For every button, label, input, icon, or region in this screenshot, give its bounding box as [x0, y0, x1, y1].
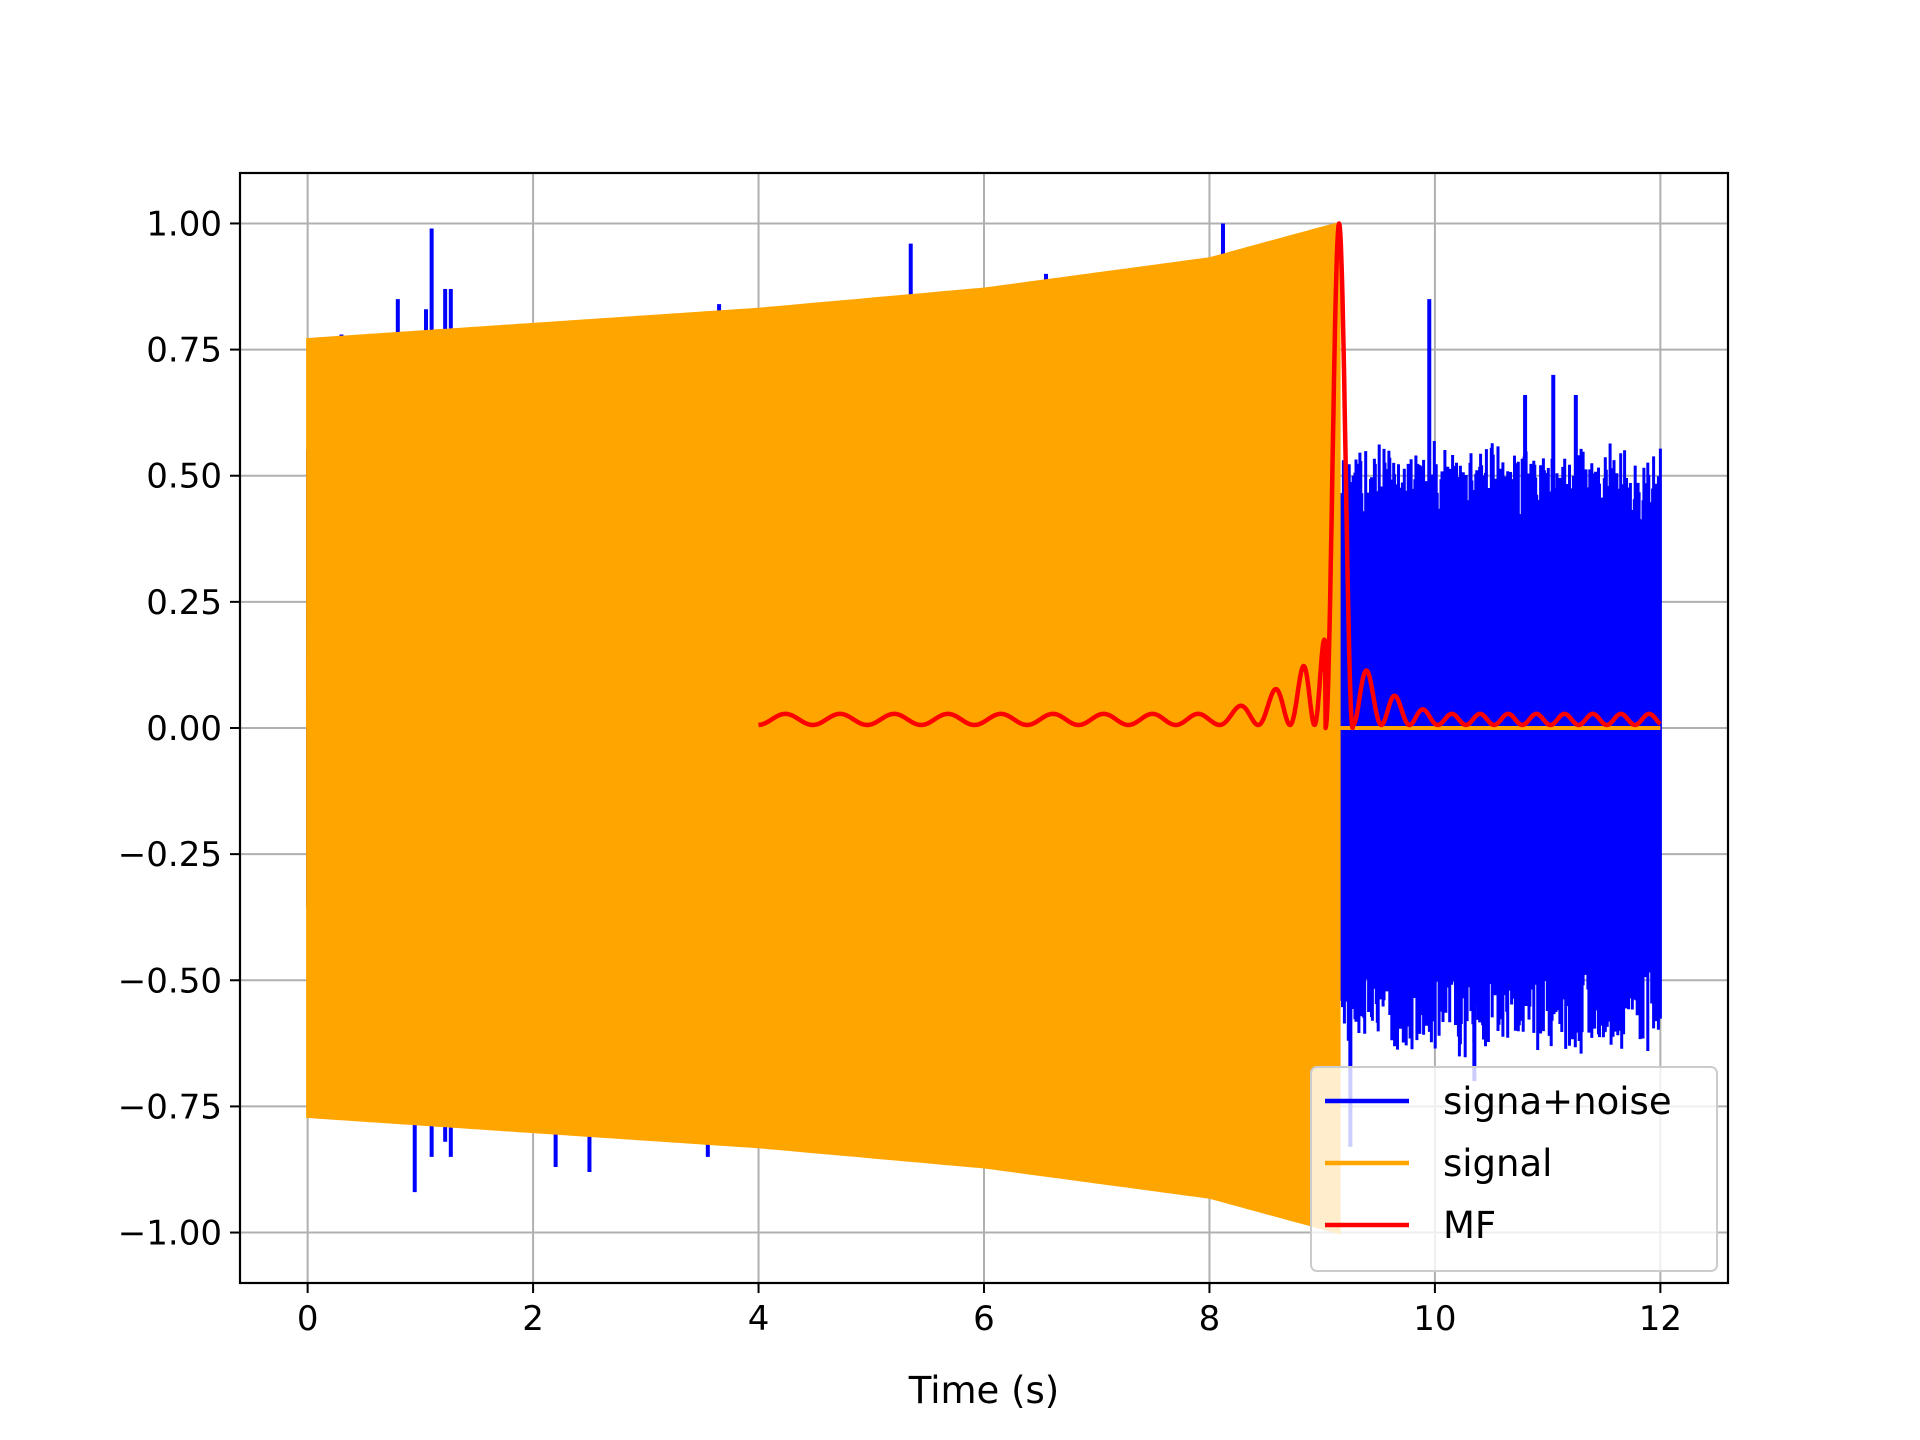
y-tick-label: −1.00: [118, 1214, 222, 1254]
legend: signa+noise signal MF: [1310, 1066, 1718, 1272]
legend-entry: signa+noise: [1325, 1080, 1672, 1123]
y-tick-label: −0.75: [118, 1087, 222, 1127]
plot-area: [306, 221, 1663, 1235]
x-tick-label: 4: [748, 1299, 770, 1339]
y-tick-label: −0.25: [118, 835, 222, 875]
y-tick-label: −0.50: [118, 961, 222, 1001]
legend-label: signal: [1443, 1142, 1552, 1185]
y-tick-label: 0.00: [146, 709, 222, 749]
x-tick-label: 12: [1639, 1299, 1682, 1339]
signal-oscillation: [306, 227, 1341, 1225]
x-tick-label: 6: [973, 1299, 995, 1339]
y-tick-label: 0.25: [146, 583, 222, 623]
y-tick-label: 0.50: [146, 457, 222, 497]
x-tick-label: 0: [297, 1299, 319, 1339]
legend-entry: signal: [1325, 1142, 1552, 1185]
x-tick-label: 8: [1199, 1299, 1221, 1339]
axis-ticks: 0 2 4 6 8 10 12 −1.00 −0.75 −0.50 −0.25 0.00 0.25 0.5…: [118, 204, 1682, 1339]
y-tick-label: 0.75: [146, 331, 222, 371]
x-tick-label: 10: [1413, 1299, 1456, 1339]
legend-box: [1310, 1066, 1718, 1272]
y-tick-label: 1.00: [146, 204, 222, 244]
legend-entry: MF: [1325, 1204, 1496, 1247]
mf-line: [756, 221, 1663, 731]
series-mf: [756, 221, 1663, 731]
legend-label: MF: [1443, 1204, 1496, 1247]
x-axis-title: Time (s): [908, 1369, 1059, 1412]
series-signal: [306, 221, 1661, 1235]
legend-label: signa+noise: [1443, 1080, 1672, 1123]
x-tick-label: 2: [522, 1299, 544, 1339]
